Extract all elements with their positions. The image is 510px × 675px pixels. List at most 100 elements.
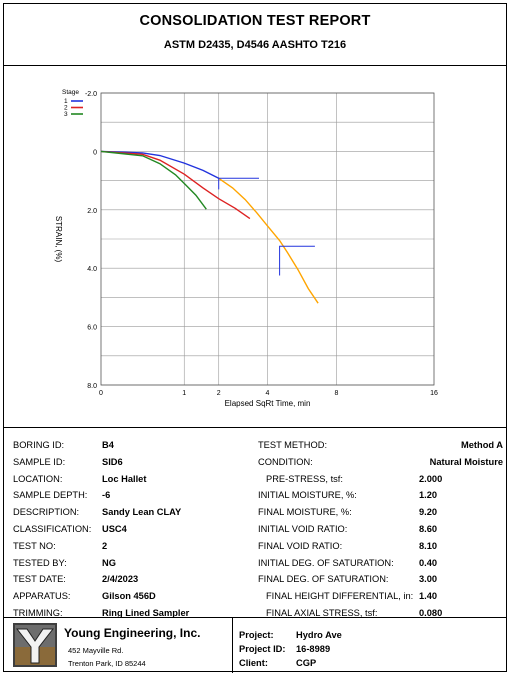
info-label: APPARATUS:	[13, 591, 71, 602]
x-tick-label: 4	[266, 390, 270, 397]
info-value: B4	[102, 440, 114, 450]
info-value: -6	[102, 490, 111, 501]
plot-frame	[100, 92, 435, 386]
info-label: LOCATION:	[13, 473, 63, 484]
info-label: TESTED BY:	[13, 557, 67, 568]
info-value: 0.080	[419, 608, 443, 618]
test-info-section: BORING ID: B4 SAMPLE ID: SID6 LOCATION: Loc H…	[4, 428, 506, 618]
info-label: PRE-STRESS, tsf:	[266, 473, 343, 484]
report-subtitle: ASTM D2435, D4546 AASHTO T216	[163, 39, 347, 51]
left-info-row: LOCATION: Loc Hallet	[4, 472, 254, 486]
right-info-row: CONDITION: Natural Moisture	[254, 455, 506, 469]
info-value: 8.10	[419, 540, 438, 551]
x-tick-label: 1	[182, 390, 186, 397]
client-value: CGP	[296, 658, 317, 668]
info-label: FINAL MOISTURE, %:	[258, 507, 352, 518]
info-label: INITIAL DEG. OF SATURATION:	[258, 557, 394, 568]
right-info-row: INITIAL MOISTURE, %: 1.20	[254, 488, 506, 502]
x-tick-label: 0	[99, 390, 103, 397]
info-value: 2/4/2023	[102, 574, 139, 585]
info-label: TRIMMING:	[13, 608, 63, 618]
x-axis-label: Elapsed SqRt Time, min	[225, 399, 311, 408]
x-tick-label: 16	[430, 390, 438, 397]
info-value: 2.000	[419, 473, 443, 484]
legend-label: 3	[64, 111, 68, 118]
right-info-row: PRE-STRESS, tsf: 2.000	[254, 472, 506, 486]
series-line-stage-3	[100, 150, 207, 210]
footer-divider	[232, 618, 233, 673]
left-info-row: BORING ID: B4	[4, 438, 254, 452]
info-value: NG	[102, 557, 116, 568]
info-value: Gilson 456D	[102, 591, 156, 602]
client-label: Client:	[239, 658, 268, 668]
left-info-row: SAMPLE ID: SID6	[4, 455, 254, 469]
info-value: Natural Moisture	[429, 456, 503, 467]
info-value: USC4	[102, 524, 127, 534]
info-label: INITIAL MOISTURE, %:	[258, 490, 357, 501]
right-info-row: INITIAL VOID RATIO: 8.60	[254, 522, 506, 536]
series-line-stage-1	[100, 150, 220, 179]
info-label: CLASSIFICATION:	[13, 524, 92, 534]
info-label: DESCRIPTION:	[13, 507, 80, 518]
company-address-line2: Trenton Park, ID 85244	[68, 659, 146, 668]
construction-line	[218, 177, 259, 190]
x-tick-label: 2	[217, 390, 221, 397]
info-label: FINAL DEG. OF SATURATION:	[258, 574, 389, 585]
left-info-row: TEST DATE: 2/4/2023	[4, 572, 254, 586]
company-address-line1: 452 Mayville Rd.	[68, 646, 124, 655]
left-info-row: TRIMMING: Ring Lined Sampler	[4, 606, 254, 620]
info-label: FINAL HEIGHT DIFFERENTIAL, in:	[266, 591, 414, 602]
consolidation-report: CONSOLIDATION TEST REPORT ASTM D2435, D4…	[3, 3, 507, 673]
legend-label: 2	[64, 105, 68, 112]
chart-area: -2.0 0 2.0 4.0 6.0 8.0 0 1 2 4 8 16 Elapsed SqRt Tim…	[4, 66, 506, 428]
x-tick-label: 8	[335, 390, 339, 397]
y-tick-label: 0	[93, 149, 97, 156]
legend-label: 1	[64, 98, 68, 105]
right-info-row: FINAL AXIAL STRESS, tsf: 0.080	[254, 606, 506, 620]
y-tick-label: 8.0	[87, 383, 97, 390]
right-info-row: FINAL HEIGHT DIFFERENTIAL, in: 1.40	[254, 589, 506, 603]
info-value: 1.20	[419, 490, 438, 501]
y-tick-label: 2.0	[87, 208, 97, 215]
info-label: CONDITION:	[258, 456, 313, 467]
info-value: 0.40	[419, 557, 438, 568]
left-info-row: SAMPLE DEPTH: -6	[4, 488, 254, 502]
info-value: 9.20	[419, 507, 438, 518]
right-info-row: FINAL MOISTURE, %: 9.20	[254, 505, 506, 519]
info-label: SAMPLE ID:	[13, 456, 66, 467]
project-id-label: Project ID:	[239, 644, 286, 654]
series-line-stage-4	[218, 177, 319, 304]
y-axis-label: STRAIN, (%)	[54, 216, 63, 263]
right-info-row: TEST METHOD: Method A	[254, 438, 506, 452]
y-tick-label: 6.0	[87, 325, 97, 332]
company-name: Young Engineering, Inc.	[64, 626, 201, 640]
project-label: Project:	[239, 630, 274, 640]
left-info-row: APPARATUS: Gilson 456D	[4, 589, 254, 603]
project-value: Hydro Ave	[296, 630, 342, 640]
info-value: 3.00	[419, 574, 438, 585]
report-footer: Young Engineering, Inc. 452 Mayville Rd.…	[4, 618, 506, 673]
left-info-row: CLASSIFICATION: USC4	[4, 522, 254, 536]
series-line-stage-2	[100, 150, 251, 220]
right-info-row: INITIAL DEG. OF SATURATION: 0.40	[254, 556, 506, 570]
info-label: FINAL AXIAL STRESS, tsf:	[266, 608, 378, 618]
report-header: CONSOLIDATION TEST REPORT ASTM D2435, D4…	[4, 4, 506, 66]
report-title: CONSOLIDATION TEST REPORT	[139, 13, 371, 29]
right-info-row: FINAL DEG. OF SATURATION: 3.00	[254, 572, 506, 586]
info-value: SID6	[102, 456, 123, 467]
y-tick-label: 4.0	[87, 266, 97, 273]
left-info-row: TEST NO: 2	[4, 539, 254, 553]
info-label: TEST NO:	[13, 540, 56, 551]
right-info-row: FINAL VOID RATIO: 8.10	[254, 539, 506, 553]
info-value: Ring Lined Sampler	[102, 608, 190, 618]
info-value: 1.40	[419, 591, 438, 602]
info-label: BORING ID:	[13, 440, 65, 450]
info-label: FINAL VOID RATIO:	[258, 540, 343, 551]
project-id-value: 16-8989	[296, 644, 331, 654]
info-label: SAMPLE DEPTH:	[13, 490, 88, 501]
y-tick-label: -2.0	[85, 91, 97, 98]
info-value: 8.60	[419, 524, 438, 534]
info-label: INITIAL VOID RATIO:	[258, 524, 348, 534]
info-value: Sandy Lean CLAY	[102, 507, 182, 518]
